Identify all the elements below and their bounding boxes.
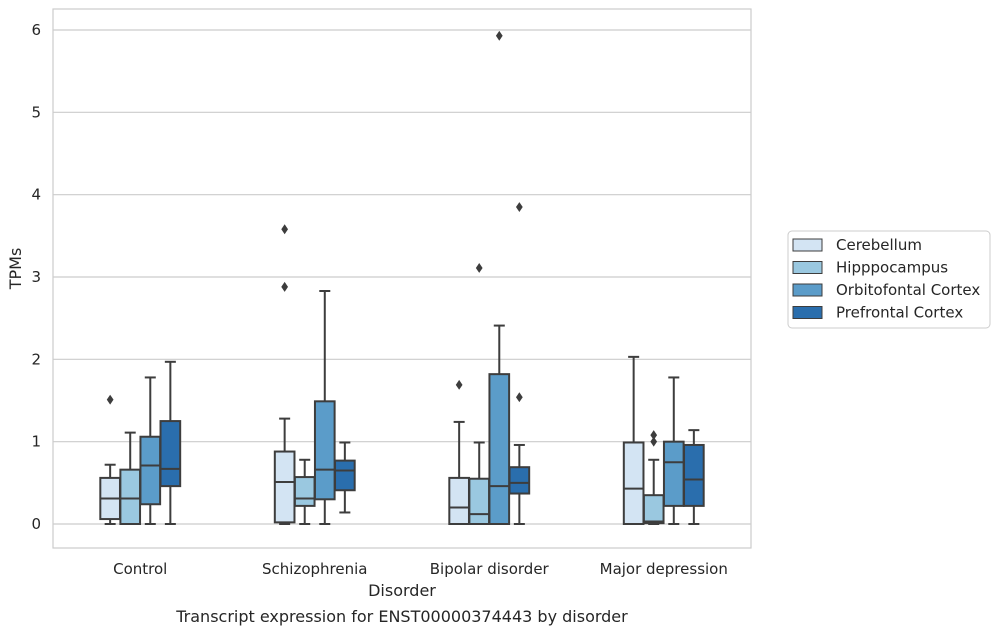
y-tick-label: 4 (31, 186, 41, 204)
y-axis-title: TPMs (6, 248, 25, 291)
outlier-point (650, 436, 658, 447)
legend-item: Orbitofontal Cortex (792, 281, 980, 299)
iqr-box (313, 400, 336, 501)
box-cerebellum-3 (622, 355, 645, 525)
iqr-box (119, 468, 142, 526)
box-groups (99, 30, 705, 526)
iqr-box (159, 420, 182, 488)
iqr-box (662, 440, 685, 507)
box-prefrontal-cortex-2 (508, 202, 531, 525)
legend-swatch (792, 283, 823, 297)
outlier-point (650, 430, 658, 441)
legend-label: Hipppocampus (836, 259, 948, 277)
x-axis-title: Disorder (368, 581, 436, 600)
y-tick-label: 3 (31, 268, 41, 286)
legend-swatch (792, 261, 823, 274)
iqr-box (468, 477, 491, 526)
iqr-box (334, 459, 356, 492)
box-hipppocampus-2 (468, 262, 491, 526)
legend-swatch (792, 238, 823, 252)
box-cerebellum-0 (99, 394, 121, 525)
legend-label: Cerebellum (836, 236, 922, 254)
box-orbitofontal-cortex-3 (662, 376, 685, 525)
box-cerebellum-2 (448, 379, 470, 526)
outlier-point (475, 262, 483, 273)
y-tick-label: 6 (31, 21, 41, 39)
iqr-box (488, 373, 511, 525)
outlier-point (106, 394, 114, 405)
chart-caption: Transcript expression for ENST0000037444… (175, 607, 628, 626)
y-tick-labels: 0 1 2 3 4 5 6 (31, 21, 41, 533)
box-orbitofontal-cortex-1 (313, 289, 336, 525)
legend-label: Orbitofontal Cortex (836, 281, 980, 299)
box-hipppocampus-3 (642, 430, 665, 525)
legend: Cerebellum Hipppocampus Orbitofontal Corte… (787, 230, 991, 329)
box-orbitofontal-cortex-0 (139, 376, 162, 525)
iqr-box (508, 466, 531, 495)
iqr-box (293, 476, 316, 507)
iqr-box (273, 450, 296, 524)
x-tick-labels: Control Schizophrenia Bipolar disorder Majo… (113, 560, 728, 578)
plot-frame (52, 8, 752, 549)
x-tick-label: Schizophrenia (262, 560, 367, 578)
outlier-point (495, 30, 503, 41)
iqr-box (683, 443, 705, 507)
iqr-box (139, 435, 162, 506)
outlier-point (281, 224, 289, 235)
y-tick-label: 0 (31, 515, 41, 533)
y-tick-label: 1 (31, 433, 41, 451)
legend-swatch (792, 306, 823, 319)
outlier-point (515, 202, 523, 212)
outlier-point (281, 281, 289, 292)
x-tick-label: Control (113, 560, 167, 578)
outlier-point (455, 379, 463, 390)
box-prefrontal-cortex-3 (683, 429, 705, 525)
box-orbitofontal-cortex-2 (488, 30, 511, 525)
iqr-box (448, 476, 470, 526)
iqr-box (642, 494, 665, 525)
legend-item: Prefrontal Cortex (792, 304, 963, 322)
box-hipppocampus-1 (293, 458, 316, 525)
x-tick-label: Major depression (600, 560, 728, 578)
legend-frame (787, 230, 991, 329)
legend-item: Cerebellum (792, 236, 922, 254)
outlier-point (515, 392, 523, 403)
box-hipppocampus-0 (119, 431, 142, 526)
legend-label: Prefrontal Cortex (836, 304, 963, 322)
legend-item: Hipppocampus (792, 259, 948, 277)
y-tick-label: 5 (31, 103, 41, 121)
y-tick-label: 2 (31, 350, 41, 368)
box-prefrontal-cortex-1 (334, 441, 356, 514)
box-prefrontal-cortex-0 (159, 360, 182, 525)
x-tick-label: Bipolar disorder (430, 560, 550, 578)
iqr-box (622, 441, 645, 525)
box-cerebellum-1 (273, 224, 296, 525)
